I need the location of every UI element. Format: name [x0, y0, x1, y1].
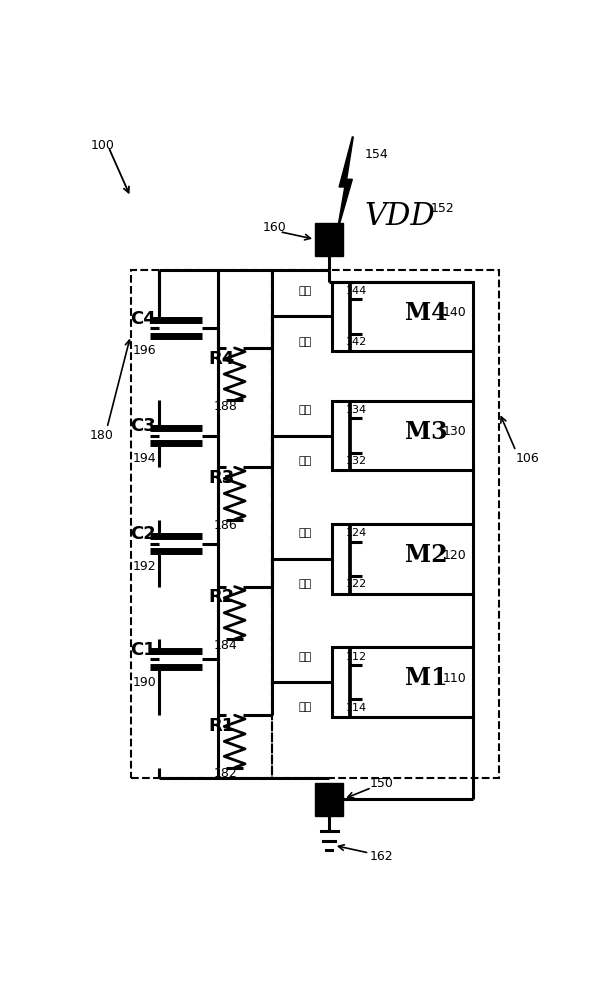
Text: 144: 144: [346, 286, 367, 296]
Text: 130: 130: [443, 425, 467, 438]
Bar: [131, 270, 273, 778]
Text: VDD: VDD: [365, 201, 436, 232]
Text: M3: M3: [405, 420, 447, 444]
Text: 124: 124: [346, 528, 367, 538]
Text: 162: 162: [370, 850, 393, 863]
Text: 114: 114: [346, 703, 367, 713]
Text: 源极: 源极: [298, 579, 312, 589]
Bar: [332, 647, 473, 717]
Text: C4: C4: [131, 310, 156, 328]
Text: M2: M2: [405, 543, 448, 567]
Bar: [273, 270, 500, 778]
Text: 184: 184: [214, 639, 237, 652]
Bar: [315, 783, 343, 816]
Text: 100: 100: [90, 139, 114, 152]
Text: 196: 196: [133, 344, 157, 358]
Text: C1: C1: [131, 641, 156, 659]
Text: 142: 142: [346, 337, 367, 347]
Text: M1: M1: [405, 666, 448, 690]
Text: 132: 132: [346, 456, 367, 466]
Bar: [332, 524, 473, 594]
Text: 152: 152: [431, 202, 454, 215]
Text: 190: 190: [133, 676, 157, 689]
Text: 194: 194: [133, 452, 157, 465]
Text: 110: 110: [443, 672, 467, 685]
Text: 漏极: 漏极: [298, 286, 312, 296]
Text: R4: R4: [209, 350, 235, 368]
Text: C2: C2: [131, 525, 156, 543]
Text: 160: 160: [263, 221, 287, 234]
Text: 122: 122: [346, 579, 367, 589]
Text: 192: 192: [133, 560, 157, 573]
Text: 112: 112: [346, 652, 367, 662]
Text: M4: M4: [405, 300, 448, 324]
Text: 漏极: 漏极: [298, 528, 312, 538]
Text: 源极: 源极: [298, 456, 312, 466]
Text: R2: R2: [209, 588, 235, 606]
Text: C3: C3: [131, 417, 156, 435]
Text: 150: 150: [370, 777, 393, 790]
Text: 漏极: 漏极: [298, 405, 312, 415]
Text: 源极: 源极: [298, 703, 312, 713]
Text: 188: 188: [214, 400, 237, 413]
Text: 106: 106: [516, 452, 540, 465]
Text: 154: 154: [365, 148, 389, 161]
Text: 120: 120: [443, 549, 467, 562]
Text: 源极: 源极: [298, 337, 312, 347]
Text: 182: 182: [214, 767, 237, 780]
Text: 180: 180: [90, 429, 113, 442]
Polygon shape: [338, 137, 353, 225]
Bar: [315, 223, 343, 256]
Text: 140: 140: [443, 306, 467, 319]
Text: R3: R3: [209, 469, 235, 487]
Text: 漏极: 漏极: [298, 652, 312, 662]
Text: 134: 134: [346, 405, 367, 415]
Text: R1: R1: [209, 717, 235, 735]
Bar: [332, 401, 473, 470]
Bar: [332, 282, 473, 351]
Text: 186: 186: [214, 519, 237, 532]
